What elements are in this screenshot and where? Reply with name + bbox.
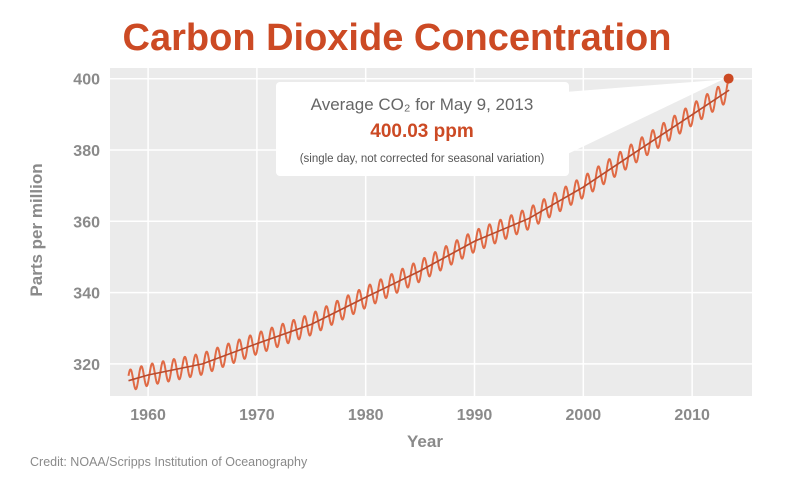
data-layer [127,79,730,391]
callout-note: (single day, not corrected for seasonal … [300,153,545,165]
x-tick-label: 2000 [566,407,602,424]
trend-line [128,89,730,382]
y-tick-label: 380 [73,143,100,160]
callout: Average CO₂ for May 9, 2013 400.03 ppm (… [276,79,723,176]
y-tick-label: 400 [73,72,100,89]
x-tick-label: 2010 [674,407,710,424]
callout-box [276,82,569,176]
y-tick-label: 320 [73,357,100,374]
callout-value: 400.03 ppm [370,121,474,142]
x-tick-label: 1960 [130,407,166,424]
x-tick-label: 1980 [348,407,384,424]
highlight-point [723,73,734,84]
credit-text: Credit: NOAA/Scripps Institution of Ocea… [30,455,308,469]
callout-pointer [540,79,723,160]
tick-labels: 1960 1970 1980 1990 2000 2010 320 340 360 380 400 [73,72,710,424]
monthly-co2-line [127,79,730,391]
x-axis-label: Year [407,432,443,451]
y-axis-label: Parts per million [27,163,46,296]
x-tick-label: 1970 [239,407,275,424]
x-tick-label: 1990 [457,407,493,424]
callout-title: Average CO₂ for May 9, 2013 [311,95,534,114]
y-tick-label: 340 [73,286,100,303]
chart-title: Carbon Dioxide Concentration [123,17,672,59]
y-tick-label: 360 [73,214,100,231]
